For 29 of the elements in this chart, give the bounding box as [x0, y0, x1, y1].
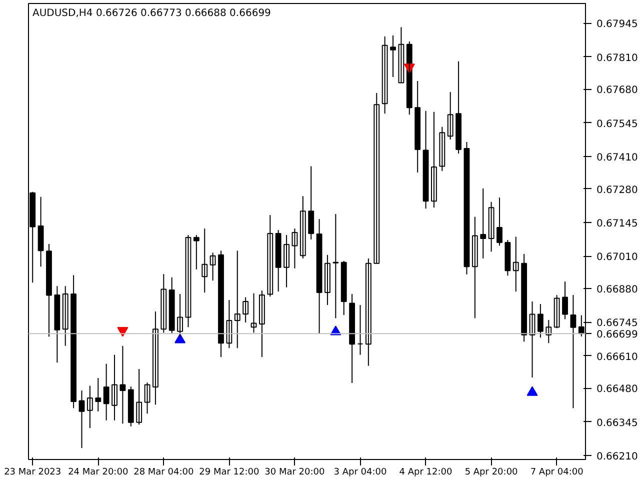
candlestick	[332, 214, 339, 319]
y-tick-label: 0.66745	[596, 318, 638, 330]
y-tick-label: 0.67280	[596, 184, 638, 196]
x-tick-label: 23 Mar 2023	[4, 468, 62, 478]
point	[174, 334, 186, 344]
y-tick-label: 0.66210	[596, 452, 638, 463]
y-tick-label: 0.66880	[596, 284, 638, 296]
x-tick-label: 29 Mar 12:00	[199, 468, 260, 478]
x-tick-label: 3 Apr 04:00	[334, 468, 387, 478]
y-tick-label: 0.67680	[596, 85, 638, 96]
x-tick-label: 5 Apr 20:00	[464, 468, 518, 478]
x-tick-label: 24 Mar 20:00	[68, 468, 128, 478]
y-tick-label: 0.67145	[596, 218, 638, 230]
candlestick	[357, 304, 364, 356]
y-tick-label: 0.67545	[596, 118, 638, 130]
x-tick-label: 4 Apr 12:00	[399, 468, 453, 478]
y-tick-label: 0.67010	[596, 252, 638, 264]
x-tick-label: 7 Apr 04:00	[530, 468, 584, 478]
y-tick-label: 0.67945	[596, 19, 638, 30]
y-tick-label: 0.66610	[596, 352, 638, 363]
y-tick-label: 0.67810	[596, 52, 638, 64]
y-tick-label: 0.66480	[596, 384, 638, 396]
y-tick-label: 0.66345	[596, 418, 638, 429]
ref-line-label: 0.66699	[596, 330, 638, 341]
x-tick-label: 28 Mar 04:00	[134, 468, 194, 478]
x-tick-label: 30 Mar 20:00	[264, 468, 326, 478]
point	[526, 386, 538, 396]
chart-title: AUDUSD,H4 0.66726 0.66773 0.66688 0.66699	[32, 8, 271, 19]
y-tick-label: 0.67410	[596, 152, 638, 164]
